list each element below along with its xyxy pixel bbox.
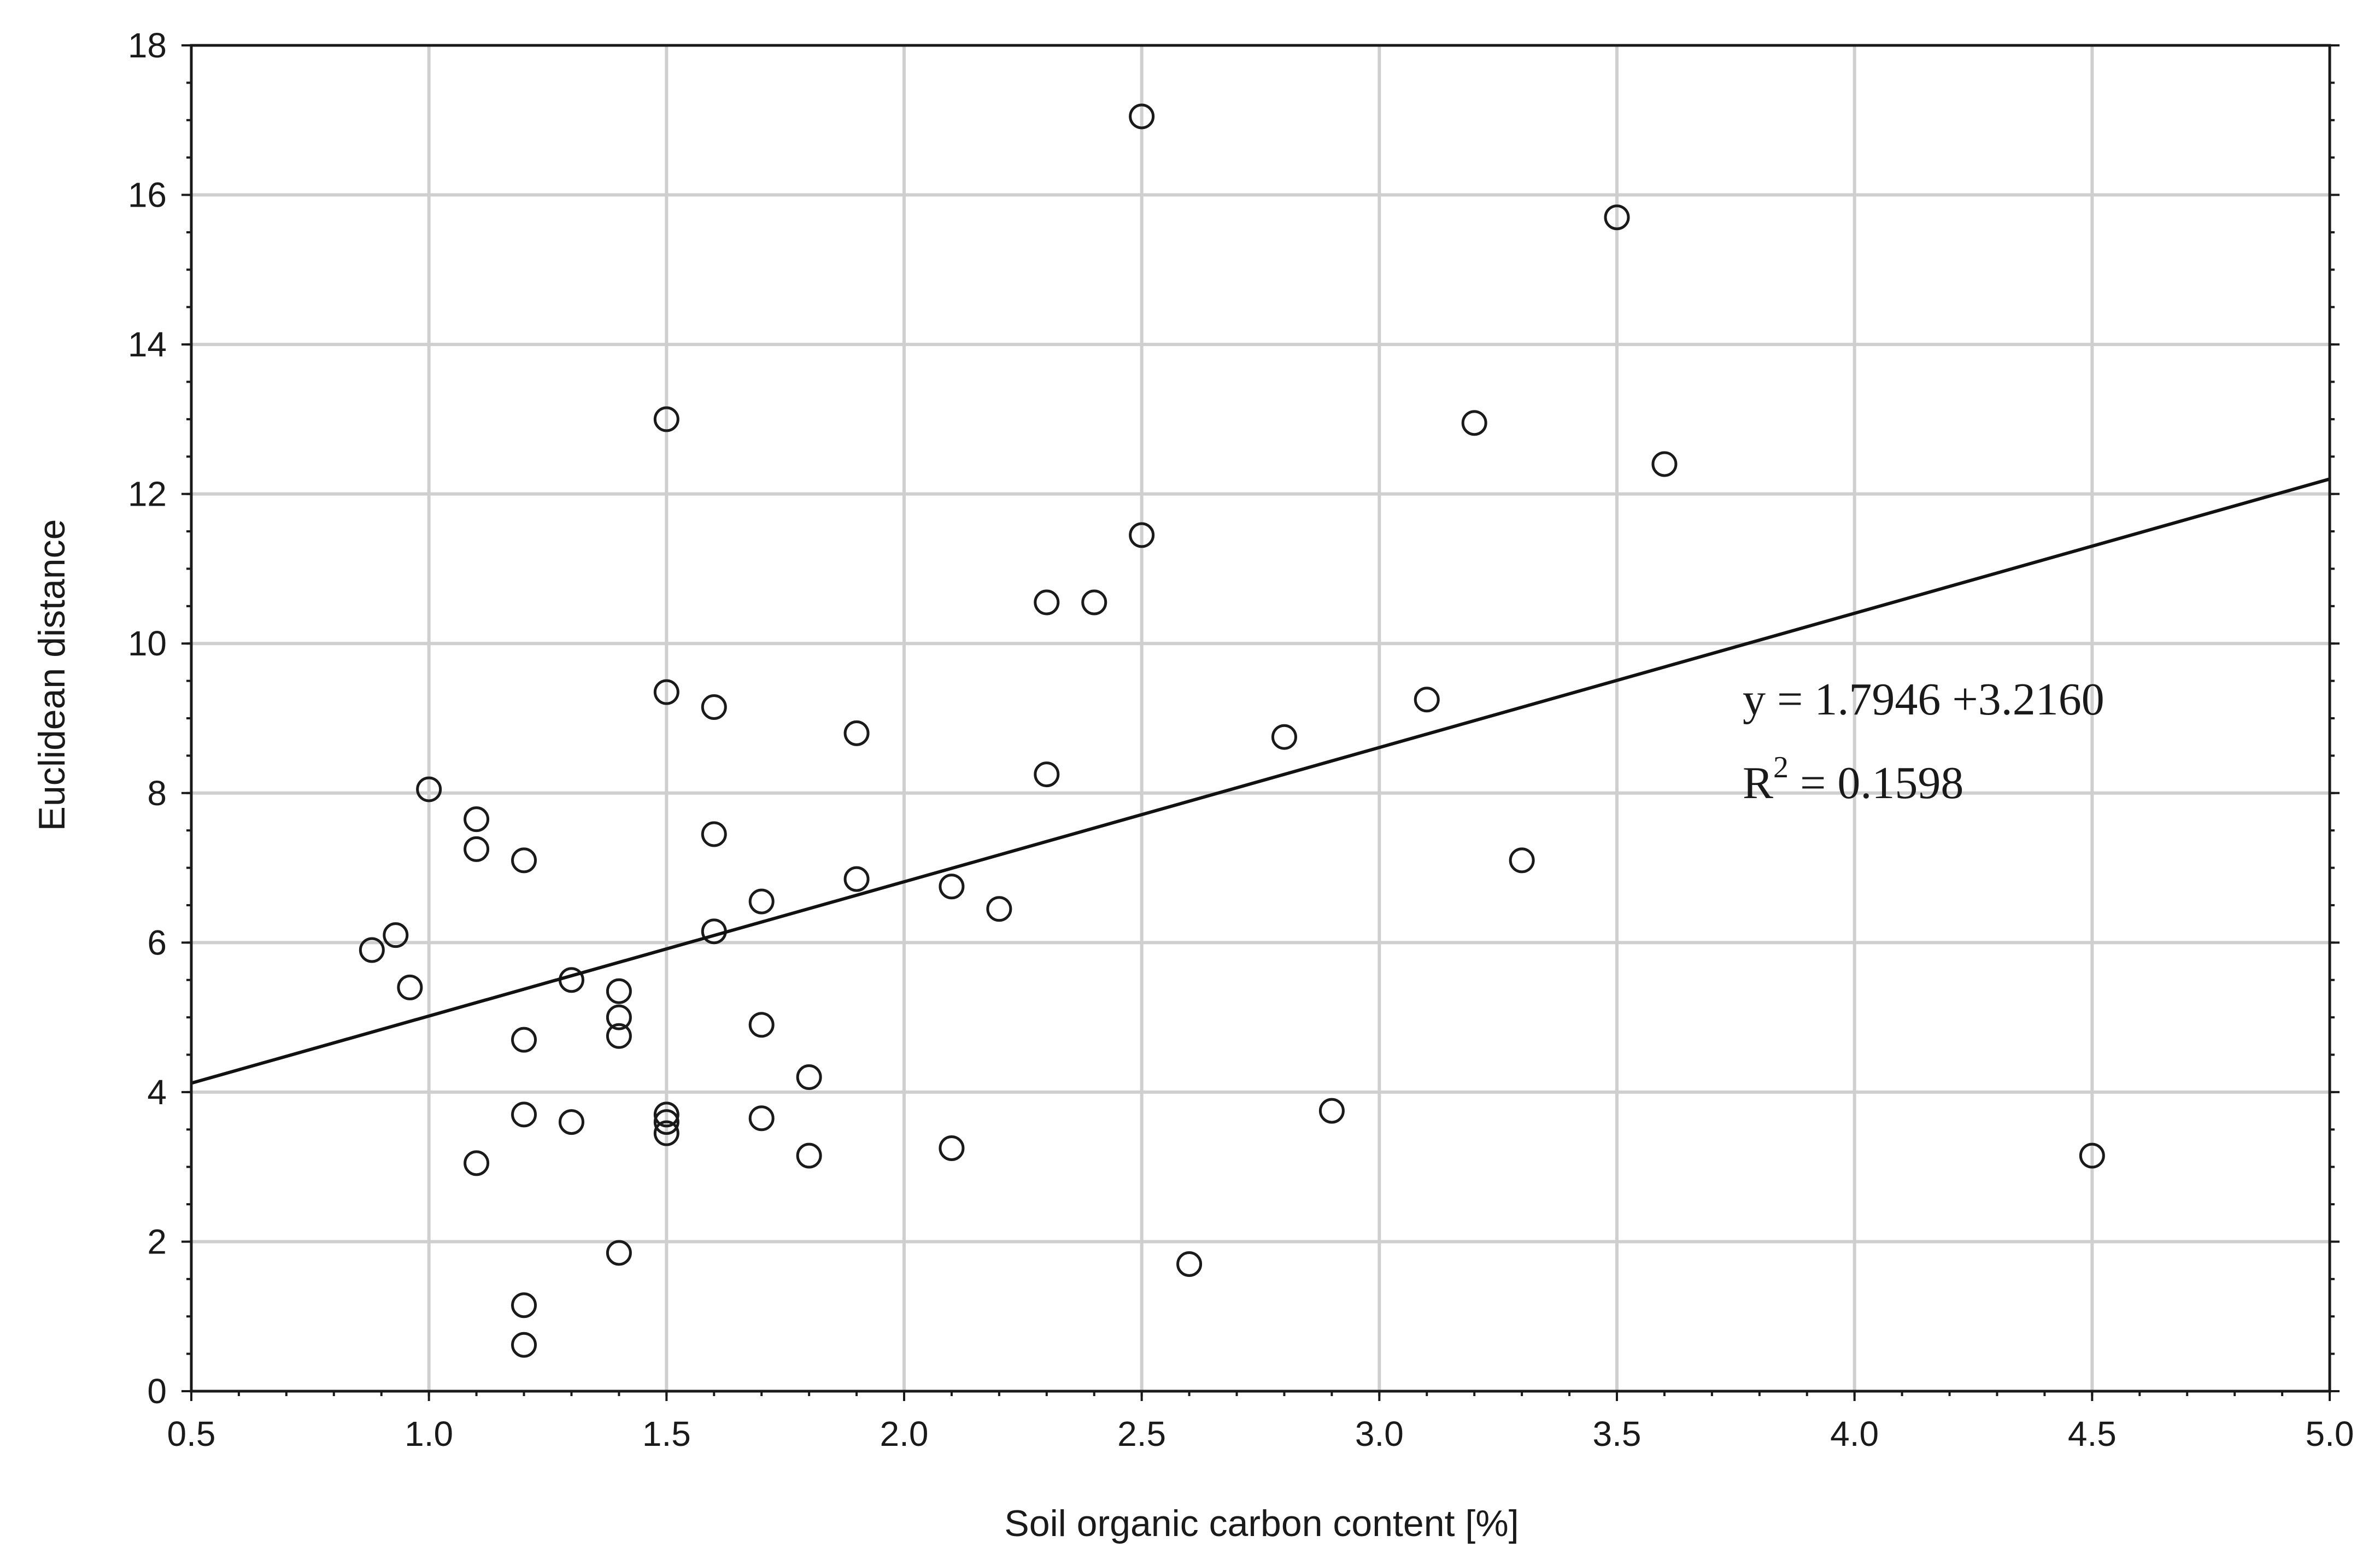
y-tick-label: 4 [147, 1072, 167, 1112]
x-tick-label: 1.5 [642, 1414, 691, 1453]
y-tick-label: 12 [128, 474, 167, 514]
y-tick-label: 18 [128, 26, 167, 65]
x-tick-label: 0.5 [167, 1414, 216, 1453]
data-point [796, 1064, 822, 1091]
data-point [511, 847, 537, 874]
y-tick-label: 2 [147, 1222, 167, 1261]
data-point [748, 1012, 775, 1038]
regression-equation: y = 1.7946 +3.2160 [1743, 674, 2105, 725]
data-point [701, 694, 727, 720]
data-point [606, 978, 632, 1004]
data-point [1604, 204, 1630, 231]
y-tick-label: 10 [128, 624, 167, 663]
data-point [653, 679, 679, 705]
x-axis-title: Soil organic carbon content [%] [1004, 1503, 1519, 1544]
r-squared-superscript: 2 [1773, 751, 1789, 784]
x-tick-label: 3.5 [1593, 1414, 1642, 1453]
y-tick-labels: 0 2 4 6 8 10 12 14 16 18 [128, 26, 167, 1411]
data-point [939, 1135, 965, 1161]
x-tick-label: 5.0 [2306, 1414, 2354, 1453]
data-point [511, 1027, 537, 1053]
data-point [606, 1004, 632, 1030]
data-point [1034, 761, 1060, 788]
data-point [748, 1105, 775, 1132]
data-point [558, 1109, 584, 1135]
x-tick-labels: 0.5 1.0 1.5 2.0 2.5 3.0 3.5 4.0 4.5 5.0 [167, 1414, 2354, 1453]
data-point [416, 776, 442, 802]
data-point [606, 1023, 632, 1049]
r-squared-letter: R [1743, 758, 1773, 808]
r-squared-value: = 0.1598 [1789, 758, 1963, 808]
x-tick-label: 2.5 [1117, 1414, 1166, 1453]
data-point [606, 1240, 632, 1266]
data-point [1129, 103, 1155, 130]
data-point [701, 821, 727, 847]
grid-lines [191, 45, 2330, 1391]
data-points [359, 103, 2105, 1358]
data-point [359, 937, 385, 963]
x-tick-label: 1.0 [405, 1414, 453, 1453]
data-point [796, 1142, 822, 1169]
data-point [1414, 687, 1440, 713]
data-point [1176, 1251, 1203, 1277]
data-point [383, 922, 409, 948]
data-point [1318, 1098, 1345, 1124]
y-tick-label: 8 [147, 773, 167, 813]
x-tick-label: 4.5 [2068, 1414, 2117, 1453]
y-axis-title: Euclidean distance [31, 519, 73, 831]
y-tick-label: 0 [147, 1372, 167, 1411]
data-point [397, 974, 423, 1000]
data-point [1461, 410, 1487, 436]
data-point [1271, 724, 1297, 750]
y-tick-label: 6 [147, 923, 167, 962]
data-point [1129, 522, 1155, 548]
data-point [511, 1292, 537, 1318]
data-point [1034, 589, 1060, 616]
data-point [653, 406, 679, 432]
data-point [464, 806, 490, 833]
y-tick-label: 14 [128, 325, 167, 364]
r-squared-label: R2 = 0.1598 [1743, 751, 1963, 808]
x-tick-label: 3.0 [1355, 1414, 1404, 1453]
regression-line [191, 477, 2330, 1085]
data-point [748, 888, 775, 915]
data-point [1081, 589, 1107, 616]
x-tick-label: 2.0 [880, 1414, 929, 1453]
x-tick-label: 4.0 [1830, 1414, 1879, 1453]
data-point [511, 1332, 537, 1358]
data-point [843, 866, 870, 892]
data-point [511, 1101, 537, 1128]
data-point [939, 874, 965, 900]
data-point [2079, 1142, 2105, 1169]
data-point [464, 1150, 490, 1176]
data-point [843, 720, 870, 746]
data-point [653, 1109, 679, 1135]
y-tick-label: 16 [128, 175, 167, 215]
data-point [1509, 847, 1535, 874]
data-point [653, 1120, 679, 1146]
data-point [986, 896, 1012, 922]
data-point [653, 1101, 679, 1128]
data-point [464, 836, 490, 862]
plot-frame [190, 44, 2331, 1393]
data-point [1651, 451, 1678, 477]
